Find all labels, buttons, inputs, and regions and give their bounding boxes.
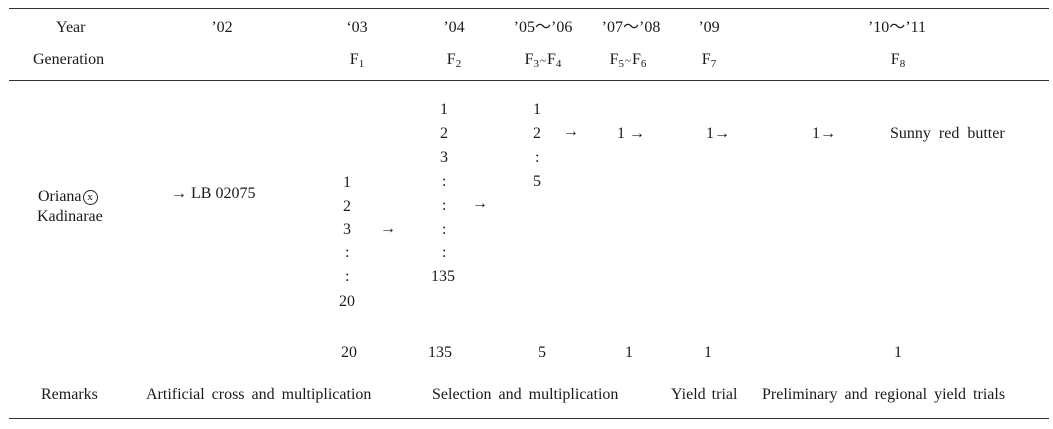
header-rule	[9, 80, 1049, 81]
parent-kadinarae: Kadinarae	[37, 207, 103, 227]
f1-entry: 20	[339, 292, 355, 312]
year-03: ‘03	[346, 18, 367, 38]
f2-entry: :	[442, 243, 446, 263]
total-f3f4: 5	[538, 343, 546, 363]
f1-arrow: →	[380, 219, 396, 239]
gen-f5-f6: F5~F6	[610, 50, 647, 71]
total-f7: 1	[704, 343, 712, 363]
bottom-rule	[9, 418, 1049, 419]
year-07-08: ’07～’08	[602, 18, 661, 38]
remark-selection: Selection and multiplication	[432, 385, 618, 405]
cross-line-lb02075: → LB 02075	[171, 184, 255, 204]
f2-entry: 1	[440, 100, 448, 120]
parent-oriana: Oriana x	[38, 187, 98, 207]
f2-entry: :	[442, 220, 446, 240]
gen-f3-f4: F3~F4	[525, 50, 562, 71]
f3f4-entry: :	[535, 148, 539, 168]
f8-value: 1→	[812, 124, 836, 144]
f3f4-arrow: →	[563, 122, 579, 142]
gen-f2: F2	[447, 50, 461, 70]
f1-entry: 3	[343, 220, 351, 240]
f1-entry: :	[345, 267, 349, 287]
total-f2: 135	[428, 343, 452, 363]
top-rule	[9, 8, 1049, 9]
f2-entry: 2	[440, 124, 448, 144]
f3f4-entry: 5	[533, 172, 541, 192]
gen-f1: F1	[350, 50, 364, 70]
f2-entry: :	[442, 172, 446, 192]
f1-entry: 1	[343, 173, 351, 193]
cross-symbol-icon: x	[83, 190, 98, 205]
remarks-label: Remarks	[41, 385, 98, 405]
f5f6-value: 1 →	[617, 124, 645, 144]
remark-regional: Preliminary and regional yield trials	[762, 385, 1005, 405]
f3f4-entry: 1	[533, 100, 541, 120]
final-variety: Sunny red butter	[890, 124, 1005, 144]
f2-entry: :	[442, 196, 446, 216]
year-02: ’02	[211, 18, 232, 38]
f1-entry: 2	[343, 197, 351, 217]
gen-f8: F8	[891, 50, 905, 70]
total-f5f6: 1	[625, 343, 633, 363]
f2-arrow: →	[472, 194, 488, 214]
f1-entry: :	[345, 243, 349, 263]
total-f1: 20	[341, 343, 357, 363]
year-10-11: ’10～’11	[868, 18, 926, 38]
f2-entry: 135	[431, 267, 455, 287]
f2-entry: 3	[440, 148, 448, 168]
generation-label: Generation	[33, 50, 104, 70]
year-label: Year	[56, 18, 85, 38]
remark-yield: Yield trial	[671, 385, 737, 405]
total-f8: 1	[894, 343, 902, 363]
remark-cross: Artificial cross and multiplication	[146, 385, 371, 405]
f7-value: 1→	[706, 124, 730, 144]
f3f4-entry: 2	[533, 124, 541, 144]
year-04: ’04	[443, 18, 464, 38]
gen-f7: F7	[702, 50, 716, 70]
year-09: ’09	[698, 18, 719, 38]
year-05-06: ’05～’06	[514, 18, 573, 38]
